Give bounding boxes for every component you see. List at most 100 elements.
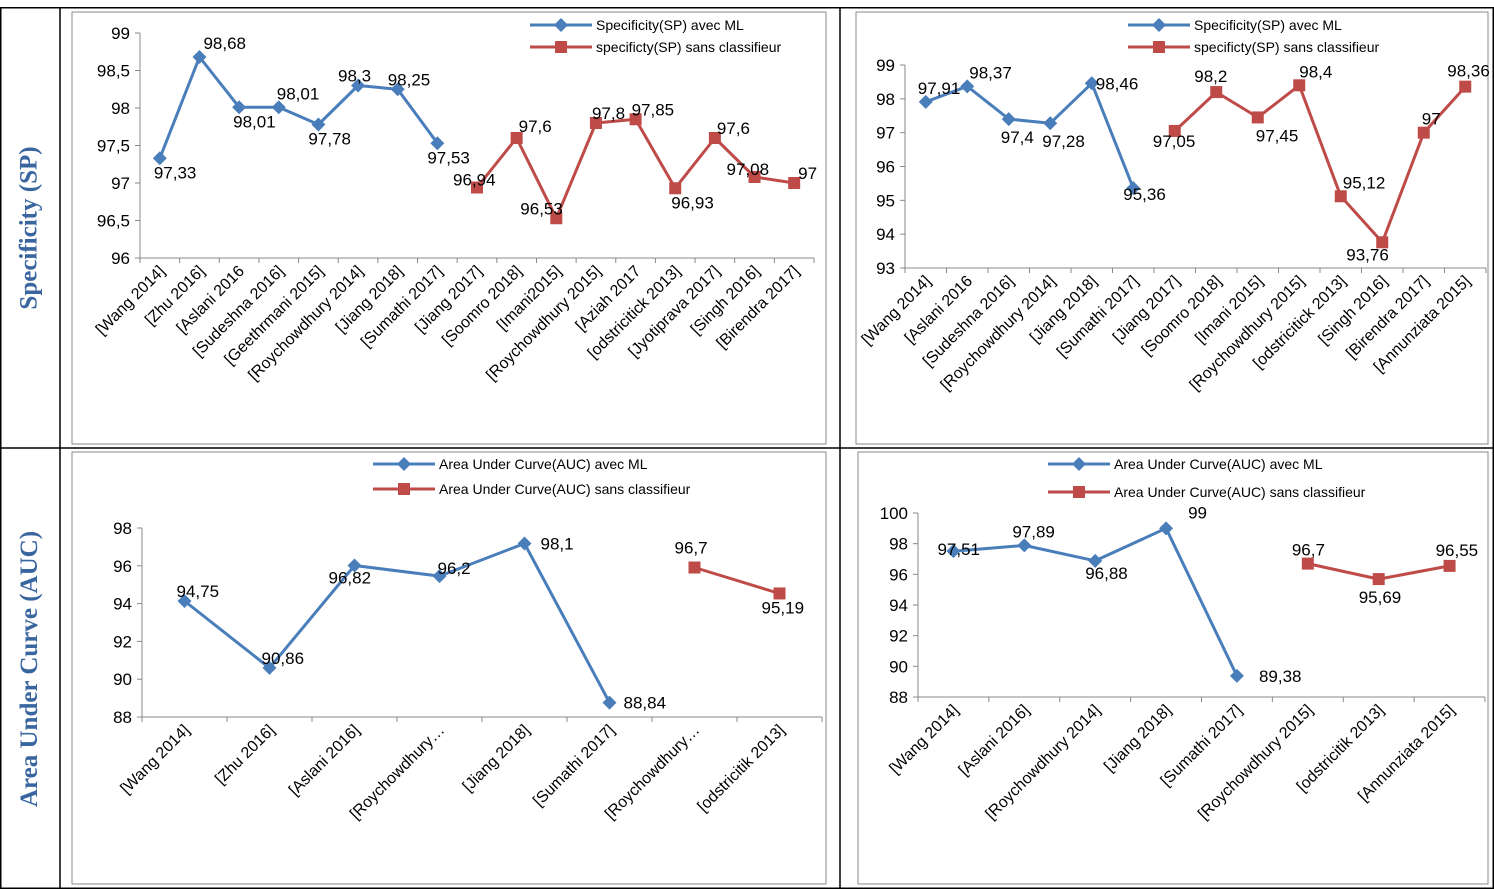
data-label: 89,38	[1259, 667, 1302, 686]
series-line	[183, 542, 611, 704]
y-tick-label: 97,5	[97, 137, 130, 156]
data-label: 98,2	[1194, 67, 1227, 86]
series-line	[925, 81, 1135, 189]
y-tick-label: 98	[113, 519, 132, 538]
y-tick-label: 94	[113, 595, 132, 614]
data-point	[960, 79, 975, 94]
y-tick-label: 94	[889, 596, 908, 615]
legend-marker	[555, 41, 567, 53]
data-label: 97,45	[1256, 126, 1299, 145]
data-label: 97,08	[727, 160, 770, 179]
y-tick-label: 95	[876, 191, 895, 210]
data-label: 90,86	[262, 649, 305, 668]
chart-area	[855, 11, 1489, 445]
legend-marker	[1073, 486, 1085, 498]
data-label: 97,6	[519, 117, 552, 136]
legend-label: Specificity(SP) avec ML	[596, 17, 744, 33]
data-point	[1334, 190, 1347, 203]
data-point	[351, 78, 366, 93]
data-point	[1017, 538, 1032, 553]
data-point	[550, 212, 563, 225]
data-point	[669, 182, 682, 195]
y-tick-label: 98	[889, 535, 908, 554]
data-point	[1376, 236, 1389, 249]
data-label: 97,89	[1012, 522, 1055, 541]
legend-label: Area Under Curve(AUC) avec ML	[1114, 456, 1323, 472]
data-label: 96,7	[1292, 541, 1325, 560]
legend-marker	[397, 457, 411, 471]
data-label: 97,6	[717, 119, 750, 138]
y-tick-label: 93	[876, 259, 895, 278]
data-point	[629, 113, 642, 126]
chart-area	[71, 11, 827, 445]
legend-marker	[1153, 41, 1165, 53]
data-label: 97,53	[427, 148, 470, 167]
y-tick-label: 90	[113, 670, 132, 689]
data-point	[708, 132, 721, 144]
data-point	[1168, 124, 1181, 137]
data-point	[1301, 557, 1314, 570]
data-label: 98,46	[1096, 74, 1139, 93]
data-point	[177, 594, 192, 609]
data-label: 96,94	[453, 171, 496, 190]
data-point	[232, 100, 247, 115]
data-point	[311, 117, 326, 132]
y-tick-label: 97	[876, 124, 895, 143]
data-point	[1043, 116, 1058, 131]
data-label: 97	[1422, 110, 1441, 129]
y-tick-label: 88	[889, 688, 908, 707]
legend-marker	[1072, 457, 1086, 471]
data-point	[471, 181, 483, 194]
data-point	[1159, 521, 1174, 536]
data-label: 96,7	[675, 539, 708, 558]
legend-label: Area Under Curve(AUC) sans classifieur	[1114, 484, 1366, 500]
legend-marker	[1152, 18, 1166, 32]
series-line	[1173, 83, 1467, 244]
data-label: 98,4	[1299, 62, 1332, 81]
legend-label: specificty(SP) sans classifieur	[596, 39, 782, 55]
data-point	[1372, 573, 1385, 586]
y-tick-label: 98	[876, 90, 895, 109]
y-tick-label: 99	[876, 56, 895, 75]
y-tick-label: 96	[876, 158, 895, 177]
data-point	[1417, 126, 1430, 139]
data-point	[432, 569, 447, 584]
data-label: 97,33	[154, 163, 197, 182]
data-label: 95,19	[762, 598, 805, 617]
data-point	[390, 82, 405, 97]
data-label: 97,28	[1042, 132, 1085, 151]
data-label: 98,25	[388, 70, 431, 89]
data-label: 98,3	[338, 67, 371, 86]
data-point	[1251, 111, 1264, 124]
y-tick-label: 96,5	[97, 212, 130, 231]
data-label: 97,85	[632, 100, 675, 119]
data-point	[688, 561, 701, 574]
y-tick-label: 98	[111, 99, 130, 118]
data-label: 96,53	[520, 199, 563, 218]
y-tick-label: 96	[111, 249, 130, 268]
data-point	[271, 100, 286, 115]
data-label: 97,91	[918, 79, 961, 98]
legend-label: Specificity(SP) avec ML	[1194, 17, 1342, 33]
y-tick-label: 96	[113, 557, 132, 576]
data-label: 88,84	[624, 694, 667, 713]
series-line	[694, 566, 780, 595]
data-point	[1443, 559, 1456, 572]
y-tick-label: 88	[113, 708, 132, 727]
data-label: 95,36	[1123, 185, 1166, 204]
data-label: 96,55	[1436, 541, 1479, 560]
data-point	[510, 132, 523, 144]
data-point	[152, 151, 167, 166]
data-point	[946, 544, 961, 559]
data-label: 95,12	[1343, 173, 1386, 192]
series-line	[158, 55, 439, 159]
data-point	[517, 536, 532, 551]
data-label: 98,1	[541, 534, 574, 553]
data-label: 96,93	[671, 193, 714, 212]
y-tick-label: 99	[111, 24, 130, 43]
data-label: 97,78	[308, 130, 351, 149]
